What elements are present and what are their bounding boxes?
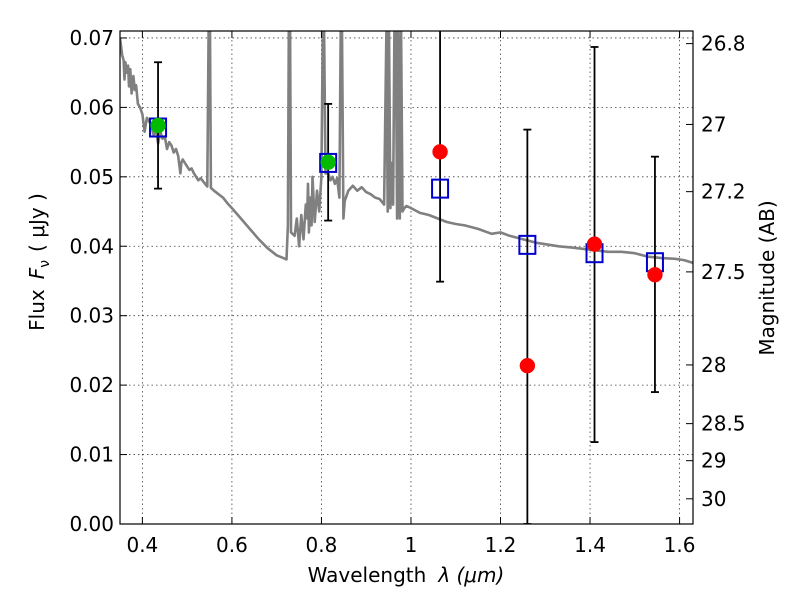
x-tick-labels: 0.4 0.6 0.8 1 1.2 1.4 1.6 xyxy=(126,533,695,557)
y2-tick-label: 28.5 xyxy=(701,412,746,436)
y2-tick-label: 29 xyxy=(701,449,726,473)
x-axis-label: Wavelength λ (μm) xyxy=(308,563,505,587)
y2-tick-label: 27 xyxy=(701,112,726,136)
model-flux-square xyxy=(518,234,537,255)
x-tick-label: 1 xyxy=(405,533,418,557)
x-tick-label: 0.8 xyxy=(306,533,338,557)
y2-tick-label: 27.5 xyxy=(701,260,746,284)
model-spectrum-line xyxy=(120,31,693,265)
observed-flux-point xyxy=(320,154,336,170)
x-tick-label: 1.6 xyxy=(664,533,696,557)
observed-flux-point xyxy=(150,117,166,134)
model-flux-square xyxy=(431,178,450,199)
grid xyxy=(120,31,693,525)
observed-flux-point xyxy=(519,357,536,374)
plot-frame xyxy=(119,30,694,525)
y-tick-label: 0.03 xyxy=(69,304,114,328)
y2-tick-label: 27.2 xyxy=(701,180,746,204)
y-tick-label: 0.04 xyxy=(69,234,114,258)
y2-tick-label: 28 xyxy=(701,353,726,377)
observed-flux-point xyxy=(432,144,448,160)
observed-flux-point xyxy=(647,266,663,283)
tick-marks xyxy=(120,31,693,525)
y-tick-label: 0.05 xyxy=(69,165,114,189)
y-tick-label: 0.07 xyxy=(69,26,114,50)
observed-flux-point xyxy=(586,236,603,252)
x-tick-label: 0.6 xyxy=(216,533,248,557)
y2-axis-label: Magnitude (AB) xyxy=(755,200,779,355)
y-axis-label: FluxFν( μJy ) xyxy=(25,193,53,331)
y2-tick-label: 30 xyxy=(701,487,726,511)
y-tick-label: 0.01 xyxy=(69,443,114,467)
x-tick-label: 0.4 xyxy=(126,533,158,557)
x-tick-label: 1.4 xyxy=(574,533,606,557)
y-tick-label: 0.02 xyxy=(69,373,114,397)
x-tick-label: 1.2 xyxy=(485,533,517,557)
y-tick-labels: 0.00 0.01 0.02 0.03 0.04 0.05 0.06 0.07 xyxy=(69,26,114,536)
y2-tick-label: 26.8 xyxy=(701,32,746,56)
model-flux-square xyxy=(319,152,338,173)
y-tick-label: 0.06 xyxy=(69,95,114,119)
y2-tick-labels: 26.8 27 27.2 27.5 28 28.5 29 30 xyxy=(701,32,746,511)
plot-area xyxy=(120,31,693,524)
y-tick-label: 0.00 xyxy=(69,512,114,536)
